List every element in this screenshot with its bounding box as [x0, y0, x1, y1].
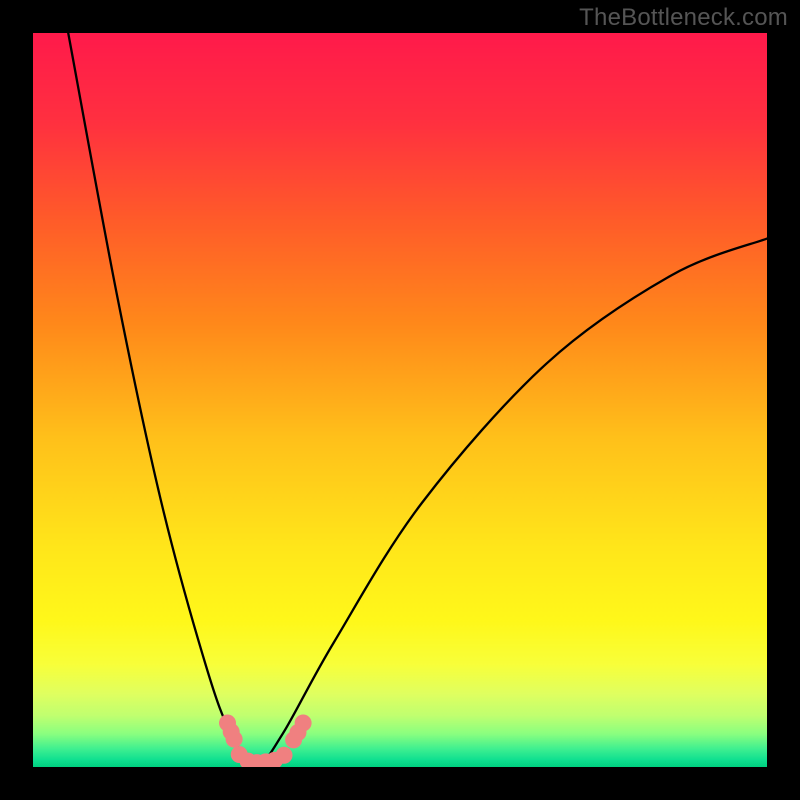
- watermark-text: TheBottleneck.com: [579, 4, 788, 32]
- plot-area: [33, 33, 767, 767]
- curve-markers: [33, 33, 767, 767]
- marker-point: [276, 747, 293, 764]
- marker-point: [295, 714, 312, 731]
- image-root: TheBottleneck.com: [0, 0, 800, 800]
- marker-point: [226, 731, 243, 748]
